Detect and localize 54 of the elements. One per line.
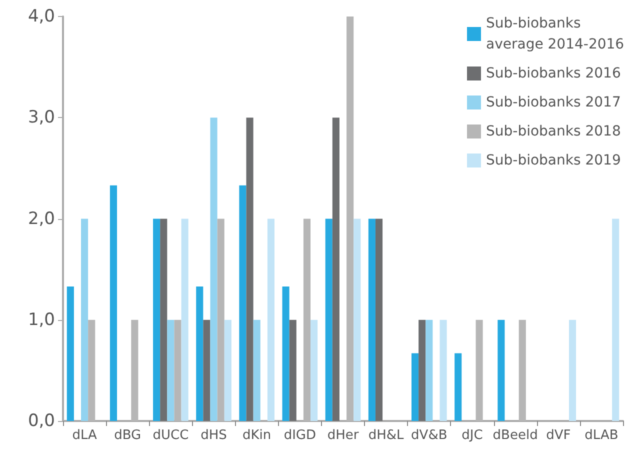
bar xyxy=(426,320,433,421)
bar xyxy=(153,218,160,421)
bar xyxy=(181,218,188,421)
bar xyxy=(167,320,174,421)
legend-label: Sub-biobanks average 2014-2016 xyxy=(486,16,624,52)
bar xyxy=(418,320,426,421)
x-tick-label: dIGD xyxy=(284,428,316,443)
bar xyxy=(253,320,260,421)
x-tick-label: dKin xyxy=(242,428,272,443)
bar xyxy=(368,218,376,421)
bar xyxy=(196,286,204,421)
legend-label: Sub-biobanks 2016 xyxy=(486,66,621,82)
x-tick-label: dHer xyxy=(327,428,360,443)
x-tick-label: dH&L xyxy=(368,428,405,443)
x-tick-label: dV&B xyxy=(411,428,448,443)
y-tick-label: 1,0 xyxy=(28,310,55,330)
y-tick-label: 3,0 xyxy=(28,108,55,128)
bar xyxy=(160,218,168,421)
bar xyxy=(282,286,290,421)
legend-label: Sub-biobanks 2017 xyxy=(486,94,621,110)
bar xyxy=(332,118,340,421)
y-tick-label: 2,0 xyxy=(28,208,55,229)
bar xyxy=(81,218,88,421)
x-tick-label: dBG xyxy=(114,428,142,443)
x-tick-label: dHS xyxy=(200,428,227,443)
bar xyxy=(612,218,620,421)
y-tick-label: 0,0 xyxy=(28,411,55,431)
bar xyxy=(289,320,296,421)
bar xyxy=(568,320,576,421)
bar xyxy=(224,320,232,421)
bar xyxy=(375,218,383,421)
legend-label: Sub-biobanks 2018 xyxy=(486,124,621,140)
bar xyxy=(325,218,332,421)
bar xyxy=(411,353,419,421)
bar xyxy=(267,218,275,421)
x-tick-label: dVF xyxy=(546,428,571,443)
bar xyxy=(310,320,318,421)
x-tick-label: dUCC xyxy=(152,428,189,443)
bar xyxy=(246,118,254,421)
x-tick-label: dJC xyxy=(462,428,483,443)
x-tick-label: dLAB xyxy=(584,428,618,443)
x-tick-label: dLA xyxy=(72,428,97,443)
bar xyxy=(210,118,218,421)
bar xyxy=(110,185,118,421)
bar xyxy=(239,185,246,421)
bar xyxy=(440,320,447,421)
legend-label: Sub-biobanks 2019 xyxy=(486,152,621,168)
bar xyxy=(454,353,462,421)
bar xyxy=(203,320,210,421)
bar xyxy=(498,320,505,421)
x-tick-label: dBeeld xyxy=(492,428,538,443)
bar xyxy=(66,286,74,421)
y-tick-label: 4,0 xyxy=(28,6,55,26)
bar xyxy=(354,218,361,421)
